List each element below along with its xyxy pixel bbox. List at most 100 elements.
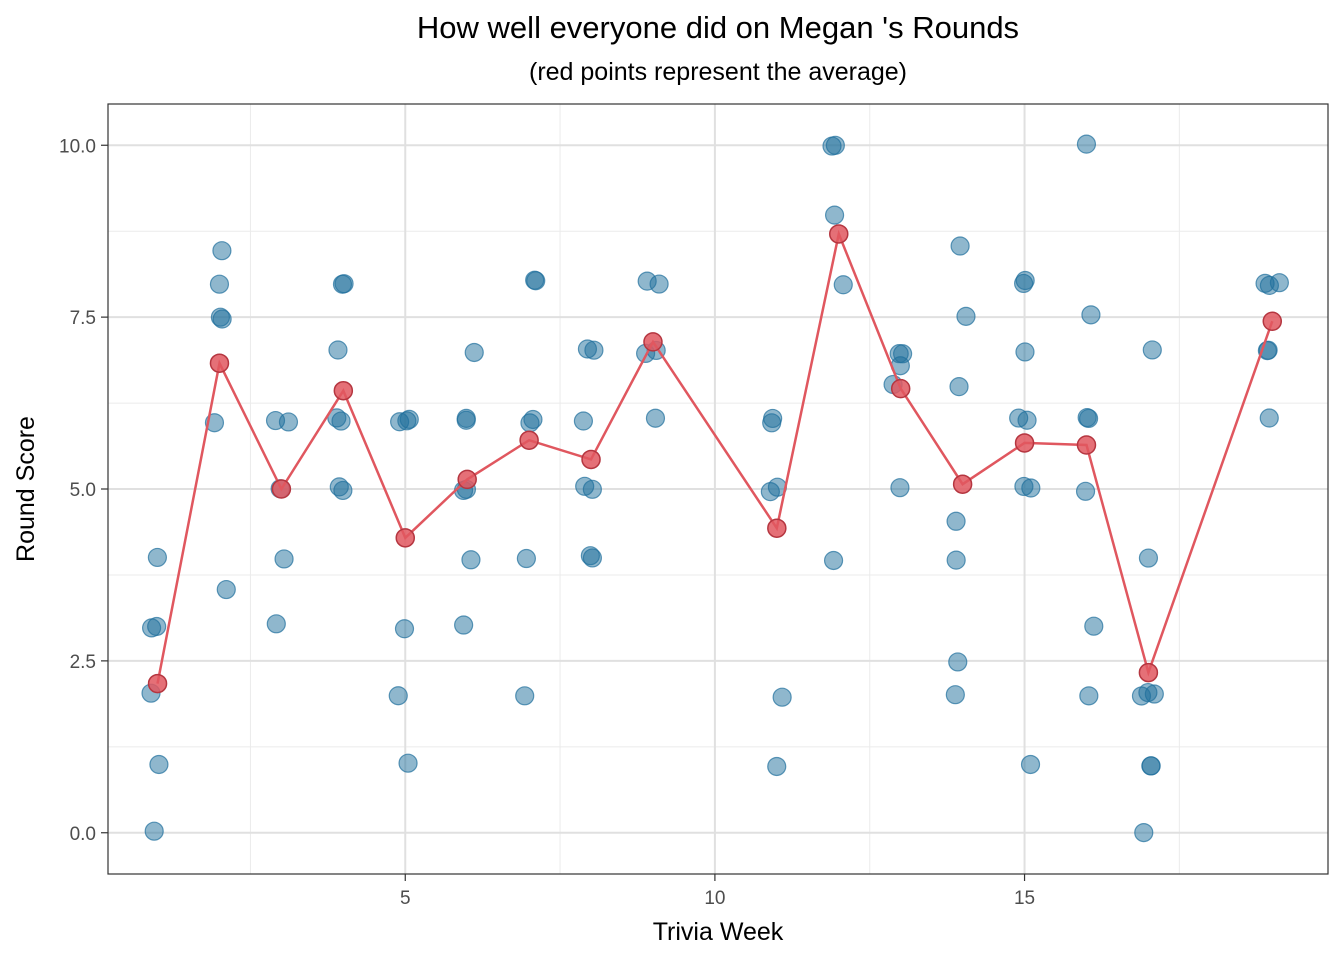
average-point: [643, 332, 663, 352]
score-point: [210, 307, 231, 327]
average-point: [209, 353, 230, 373]
average-point: [829, 224, 849, 244]
score-point: [334, 274, 354, 294]
score-point: [956, 306, 976, 326]
score-point: [456, 408, 476, 428]
chart-subtitle: (red points represent the average): [529, 58, 907, 86]
x-tick-label: 15: [1014, 888, 1035, 909]
score-point: [388, 686, 408, 706]
score-point: [516, 548, 536, 569]
grid: [108, 104, 1328, 874]
score-point: [278, 412, 299, 432]
score-point: [266, 614, 286, 634]
y-tick-label: 0.0: [70, 824, 96, 845]
score-point: [515, 686, 535, 706]
score-point: [212, 241, 232, 261]
average-point: [333, 380, 354, 401]
score-point: [327, 408, 347, 428]
score-point: [1142, 340, 1162, 360]
score-point: [575, 476, 595, 496]
score-point: [949, 377, 969, 397]
average-point: [519, 430, 539, 450]
score-point: [464, 342, 484, 363]
score-point: [1078, 408, 1099, 429]
score-point: [147, 616, 167, 637]
score-point: [950, 236, 970, 256]
score-point: [1138, 682, 1158, 703]
score-point: [1015, 270, 1035, 291]
score-point: [946, 511, 966, 531]
y-tick-label: 5.0: [70, 480, 96, 501]
score-point: [520, 413, 540, 433]
score-point: [1138, 548, 1159, 568]
score-point: [1081, 305, 1101, 325]
score-point: [1079, 686, 1099, 706]
score-point: [1015, 342, 1035, 362]
score-point: [1259, 408, 1279, 428]
score-point: [274, 549, 294, 569]
average-point: [457, 469, 477, 490]
score-point: [147, 547, 167, 568]
y-tick-label: 10.0: [59, 136, 96, 157]
average-series: [147, 224, 1283, 694]
score-point: [333, 480, 353, 501]
score-point: [1076, 134, 1097, 154]
average-point: [147, 673, 168, 694]
score-point: [890, 478, 910, 498]
score-point: [461, 550, 481, 570]
score-point: [394, 619, 415, 639]
average-point: [395, 528, 416, 548]
score-point: [822, 136, 842, 156]
score-point: [573, 411, 594, 431]
average-point: [952, 474, 973, 494]
axes: 5 10 15 0.0 2.5 5.0 7.5 10.0: [59, 136, 1035, 909]
score-point: [454, 615, 474, 635]
score-point: [945, 685, 965, 705]
score-point: [833, 275, 853, 295]
score-point: [1017, 410, 1037, 430]
y-axis-label: Round Score: [12, 416, 40, 562]
score-point: [649, 274, 669, 294]
score-point: [823, 550, 844, 571]
average-point: [1138, 662, 1159, 683]
y-tick-label: 7.5: [70, 308, 96, 329]
score-point: [1084, 616, 1104, 636]
average-point: [271, 479, 292, 499]
score-point: [577, 339, 598, 359]
score-point: [762, 413, 782, 433]
score-point: [946, 550, 966, 570]
average-point: [1262, 311, 1283, 331]
score-point: [948, 652, 968, 672]
score-point: [209, 274, 230, 294]
score-point: [328, 340, 348, 360]
score-point: [645, 408, 666, 428]
score-point: [216, 579, 236, 600]
score-point: [1255, 273, 1275, 293]
score-point: [582, 548, 603, 568]
score-point: [824, 205, 845, 225]
score-point: [767, 756, 787, 777]
score-point: [144, 821, 164, 841]
x-tick-label: 10: [704, 888, 725, 909]
score-point: [526, 271, 546, 291]
x-tick-label: 5: [400, 888, 411, 909]
average-point: [1076, 435, 1097, 455]
score-point: [390, 412, 410, 432]
score-point: [1075, 481, 1096, 501]
score-points: [141, 134, 1289, 843]
score-point: [398, 753, 418, 773]
y-tick-label: 2.5: [70, 652, 96, 673]
score-point: [1134, 822, 1154, 843]
x-axis-label: Trivia Week: [653, 918, 784, 946]
average-point: [767, 518, 787, 538]
average-point: [581, 449, 601, 470]
score-point: [1014, 476, 1034, 497]
chart-title: How well everyone did on Megan 's Rounds: [416, 10, 1020, 45]
average-point: [890, 378, 911, 399]
average-point: [1014, 433, 1035, 453]
score-point: [1141, 756, 1161, 776]
score-point: [772, 687, 792, 707]
score-point: [1020, 754, 1041, 775]
